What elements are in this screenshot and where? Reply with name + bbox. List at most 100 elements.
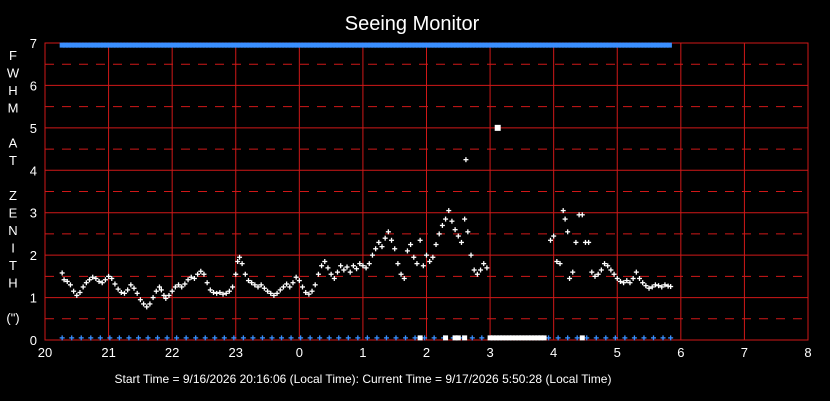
status-top-mark: [523, 42, 529, 48]
data-point: [458, 239, 464, 245]
status-top-mark: [666, 42, 672, 48]
data-point: [602, 261, 608, 267]
x-tick-label: 21: [101, 345, 115, 360]
status-bottom-mark: [155, 335, 161, 341]
status-bottom-mark: [650, 335, 656, 341]
data-point: [185, 277, 191, 283]
status-top-mark: [393, 42, 399, 48]
data-point: [112, 281, 118, 287]
status-top-mark: [85, 42, 91, 48]
data-point: [261, 285, 267, 291]
status-bottom-white-mark: [487, 335, 493, 341]
data-point: [176, 282, 182, 288]
data-point: [118, 289, 124, 295]
status-top-mark: [100, 42, 106, 48]
x-tick-label: 22: [165, 345, 179, 360]
data-point: [338, 263, 344, 269]
status-top-mark: [107, 42, 113, 48]
status-top-mark: [196, 42, 202, 48]
data-point: [115, 286, 121, 292]
status-top-mark: [62, 42, 68, 48]
status-top-mark: [361, 42, 367, 48]
status-top-mark: [285, 42, 291, 48]
status-top-mark: [275, 42, 281, 48]
status-top-mark: [437, 42, 443, 48]
data-point: [392, 246, 398, 252]
status-top-mark: [116, 42, 122, 48]
data-point: [265, 288, 271, 294]
status-bottom-mark: [584, 335, 590, 341]
data-point: [309, 288, 315, 294]
data-point: [226, 288, 232, 294]
data-point: [239, 261, 245, 267]
status-top-mark: [371, 42, 377, 48]
status-bottom-mark: [555, 335, 561, 341]
data-point: [121, 290, 127, 296]
data-point: [617, 278, 623, 284]
y-tick-label: 7: [30, 36, 37, 51]
status-top-mark: [253, 42, 259, 48]
status-bottom-mark: [307, 335, 313, 341]
data-point: [328, 271, 334, 277]
data-point: [614, 275, 620, 281]
data-point: [344, 264, 350, 270]
data-point: [147, 301, 153, 307]
status-top-mark: [517, 42, 523, 48]
y-label-char: W: [7, 66, 20, 81]
y-label-char: F: [9, 48, 17, 63]
seeing-points: [59, 124, 674, 310]
status-bottom-white-mark: [532, 335, 538, 341]
status-bottom-white-mark: [452, 335, 458, 341]
data-point: [605, 263, 611, 269]
status-bottom-mark: [97, 335, 103, 341]
status-top-mark: [596, 42, 602, 48]
status-top-mark: [650, 42, 656, 48]
status-top-mark: [167, 42, 173, 48]
data-point: [630, 275, 636, 281]
status-top-mark: [590, 42, 596, 48]
status-top-mark: [453, 42, 459, 48]
status-top-mark: [533, 42, 539, 48]
status-top-mark: [301, 42, 307, 48]
data-point: [640, 280, 646, 286]
status-top-mark: [546, 42, 552, 48]
data-point: [252, 282, 258, 288]
data-point: [322, 259, 328, 265]
status-top-mark: [383, 42, 389, 48]
data-point: [300, 284, 306, 290]
data-point: [315, 271, 321, 277]
status-top-mark: [240, 42, 246, 48]
status-top-mark: [584, 42, 590, 48]
status-bottom-mark: [355, 335, 361, 341]
data-point: [363, 265, 369, 271]
data-point: [191, 275, 197, 281]
status-top-mark: [600, 42, 606, 48]
status-bottom-mark: [603, 335, 609, 341]
status-bottom-mark: [78, 335, 84, 341]
status-bottom-white-mark: [513, 335, 519, 341]
y-tick-label: 4: [30, 163, 37, 178]
status-top-mark: [498, 42, 504, 48]
y-tick-label: 2: [30, 248, 37, 263]
status-top-mark: [422, 42, 428, 48]
data-point: [389, 237, 395, 243]
status-top-mark: [269, 42, 275, 48]
status-bottom-mark: [641, 335, 647, 341]
data-point: [134, 290, 140, 296]
status-top-mark: [609, 42, 615, 48]
status-bottom-mark: [107, 335, 113, 341]
data-point: [77, 289, 83, 295]
data-point: [652, 282, 658, 288]
status-top-mark: [514, 42, 520, 48]
status-top-mark: [587, 42, 593, 48]
data-point: [414, 261, 420, 267]
data-point: [102, 277, 108, 283]
status-top-mark: [247, 42, 253, 48]
y-tick-label: 6: [30, 78, 37, 93]
data-point: [551, 233, 557, 239]
status-top-mark: [447, 42, 453, 48]
status-top-strip: [59, 42, 672, 48]
status-bottom-mark: [479, 335, 485, 341]
status-top-mark: [94, 42, 100, 48]
status-bottom-white-mark: [500, 335, 506, 341]
